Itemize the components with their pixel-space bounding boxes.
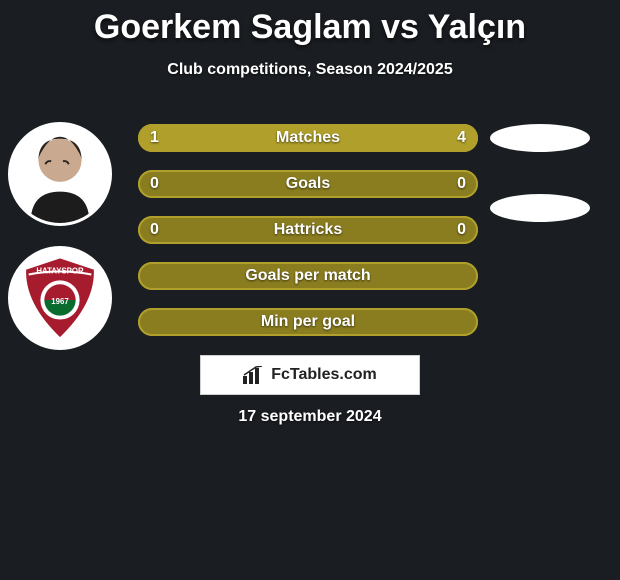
player-avatar: [8, 122, 112, 226]
blank-ellipse: [490, 124, 590, 152]
stat-value-right: 0: [457, 221, 466, 239]
stat-row: Min per goal: [138, 308, 478, 336]
right-ellipse-column: [490, 124, 600, 222]
stat-row: 1 4 Matches: [138, 124, 478, 152]
shield-icon: HATAYSPOR 1967: [11, 249, 109, 347]
bars-icon: [243, 366, 265, 384]
date-text: 17 september 2024: [0, 408, 620, 426]
svg-text:1967: 1967: [51, 297, 69, 306]
stat-value-right: 4: [457, 129, 466, 147]
stat-row: 0 0 Goals: [138, 170, 478, 198]
stat-fill-right: [206, 124, 478, 152]
stat-label: Matches: [276, 129, 340, 147]
stat-label: Hattricks: [274, 221, 342, 239]
stat-label: Goals: [286, 175, 330, 193]
blank-ellipse: [490, 194, 590, 222]
stat-rows: 1 4 Matches 0 0 Goals 0 0 Hattricks Goals per mat…: [138, 124, 478, 336]
stat-label: Goals per match: [245, 267, 370, 285]
svg-text:HATAYSPOR: HATAYSPOR: [36, 267, 84, 276]
stat-value-right: 0: [457, 175, 466, 193]
page-title: Goerkem Saglam vs Yalçın: [0, 0, 620, 47]
stat-value-left: 0: [150, 175, 159, 193]
stat-value-left: 0: [150, 221, 159, 239]
person-icon: [11, 125, 109, 223]
stat-row: 0 0 Hattricks: [138, 216, 478, 244]
stat-label: Min per goal: [261, 313, 355, 331]
stat-fill-left: [138, 124, 206, 152]
avatar-column: HATAYSPOR 1967: [8, 122, 112, 350]
fctables-logo: FcTables.com: [200, 355, 420, 395]
stat-row: Goals per match: [138, 262, 478, 290]
stat-value-left: 1: [150, 129, 159, 147]
logo-text: FcTables.com: [271, 366, 377, 384]
page-subtitle: Club competitions, Season 2024/2025: [0, 61, 620, 79]
club-badge: HATAYSPOR 1967: [8, 246, 112, 350]
